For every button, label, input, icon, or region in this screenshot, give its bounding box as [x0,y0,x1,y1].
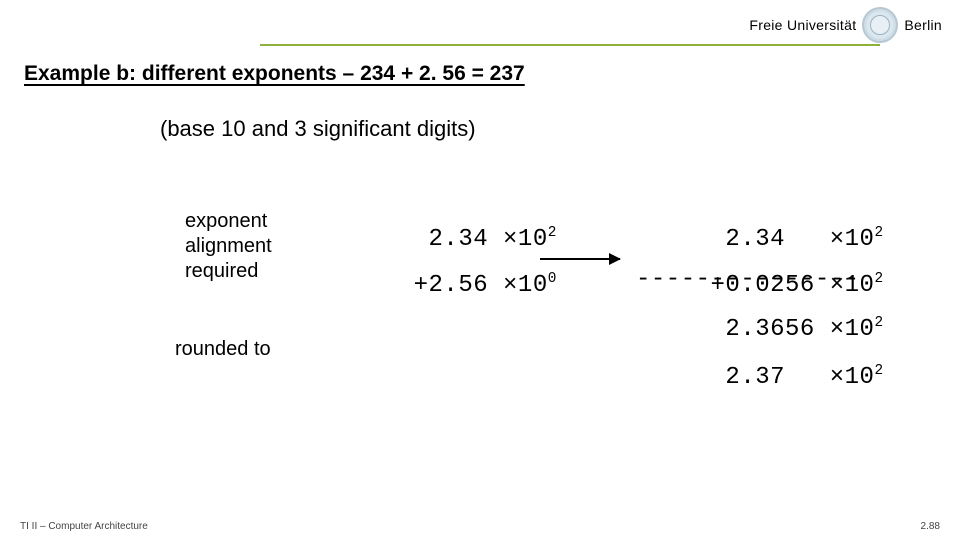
slide-subtitle: (base 10 and 3 significant digits) [160,116,476,142]
annotation-exponent-alignment: exponent alignment required [185,209,272,284]
ea-line1: exponent [185,210,267,232]
slide-title: Example b: different exponents – 234 + 2… [24,62,525,86]
left-row2-mantissa: +2.56 [414,272,489,299]
right-row5-mult: ×10 [830,364,875,391]
left-row1-exp: 2 [548,225,557,241]
right-row2-exp: 2 [874,271,883,287]
header-divider [260,44,880,46]
institution-right: Berlin [904,17,942,33]
annotation-rounded-to: rounded to [175,338,271,361]
ea-line2: alignment [185,235,272,257]
right-row5-exp: 2 [874,363,883,379]
left-row2-mult: ×10 [503,272,548,299]
university-seal-icon [862,7,898,43]
calc-left-row2: +2.56 ×100 [354,244,557,326]
ea-line3: required [185,260,258,282]
left-row2-exp: 0 [548,271,557,287]
footer-page: 2.88 [921,521,940,532]
calc-right-row5: 2.37 ×102 [636,336,884,418]
right-row1-exp: 2 [874,225,883,241]
footer-course: TI II – Computer Architecture [20,521,148,532]
slide-root: Freie Universität Berlin Example b: diff… [0,0,960,540]
right-row5-mantissa: 2.37 [696,364,815,391]
institution-left: Freie Universität [749,17,856,33]
arrow-icon [540,258,620,260]
header-institution: Freie Universität Berlin [749,0,960,50]
right-row4-exp: 2 [874,315,883,331]
